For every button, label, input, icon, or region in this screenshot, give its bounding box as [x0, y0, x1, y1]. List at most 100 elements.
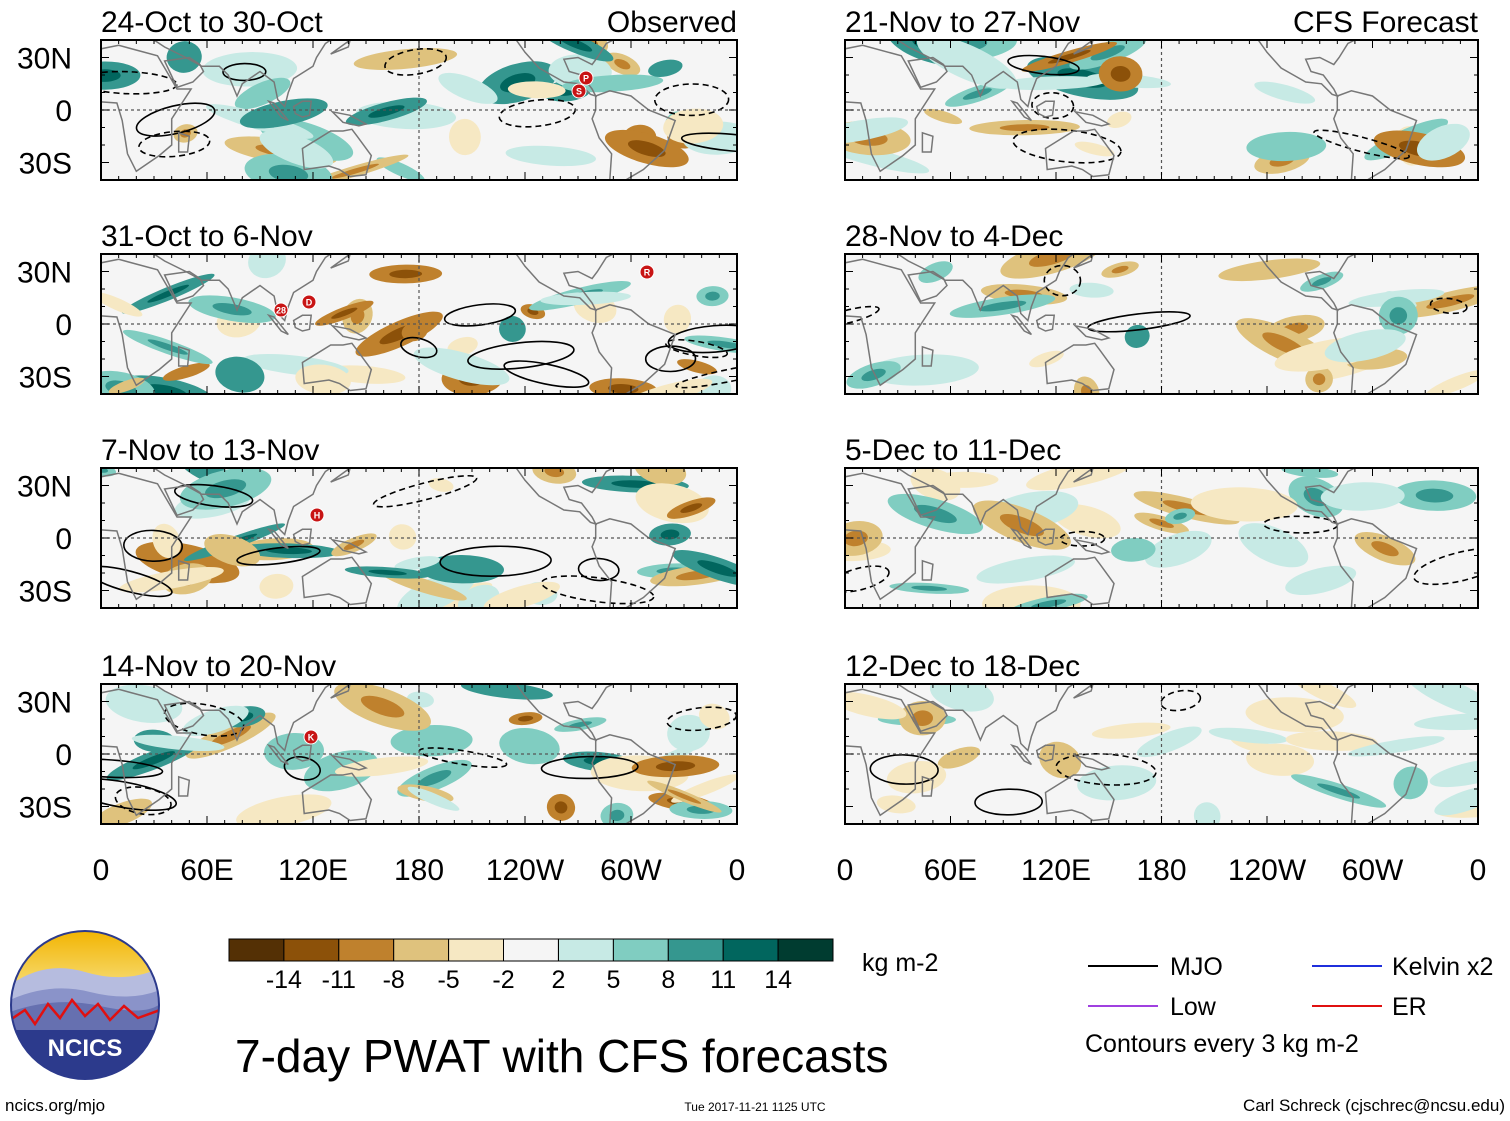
coastline: [1073, 754, 1111, 771]
coastline: [921, 559, 934, 581]
mjo-contour-positive: [540, 755, 639, 780]
coastline: [330, 40, 351, 55]
y-tick-label: 30S: [19, 148, 72, 181]
coastline: [101, 258, 193, 387]
anomaly-core: [557, 40, 593, 52]
storm-marker: 28: [273, 302, 289, 318]
colorbar-swatch: [338, 938, 395, 962]
coastline: [163, 484, 205, 517]
y-tick-label: 30N: [17, 471, 72, 504]
coastline: [1257, 684, 1356, 742]
coastline: [330, 468, 351, 483]
mjo-contour-positive: [577, 557, 620, 582]
storm-label: R: [644, 268, 651, 278]
anomaly-core: [389, 269, 423, 279]
coastline: [1035, 744, 1056, 762]
anomaly-blob: [1416, 123, 1470, 161]
mjo-contour-negative: [1429, 297, 1468, 315]
coastline: [1257, 254, 1356, 312]
anomaly-core: [1371, 541, 1399, 557]
anomaly-core: [680, 503, 703, 513]
anomaly-core: [204, 479, 247, 499]
anomaly-blob: [507, 81, 566, 99]
coastline: [101, 684, 333, 752]
anomaly-blob: [460, 684, 553, 700]
anomaly-blob: [236, 794, 332, 824]
anomaly-core: [368, 105, 405, 118]
mjo-contour-negative: [1413, 547, 1478, 586]
x-tick-label: 0: [1470, 854, 1487, 887]
y-tick-label: 0: [55, 739, 72, 772]
coastline: [101, 254, 333, 322]
colorbar-swatch: [612, 938, 669, 962]
panel-period-label: 24-Oct to 30-Oct: [101, 6, 323, 39]
coastline: [591, 90, 677, 180]
coastline: [266, 313, 289, 336]
mjo-contour-positive: [236, 545, 321, 566]
coastline: [330, 684, 351, 699]
anomaly-blob: [394, 556, 441, 571]
mjo-contour-positive: [174, 483, 254, 508]
coastline: [921, 345, 934, 367]
coastline: [845, 684, 1075, 752]
anomaly-blob: [1429, 758, 1478, 788]
mjo-contour-negative: [101, 70, 178, 95]
footer-url: ncics.org/mjo: [5, 1096, 105, 1115]
colorbar-label: -11: [322, 966, 356, 994]
anomaly-core: [1389, 307, 1408, 325]
coastline: [1073, 684, 1094, 699]
anomaly-blob: [101, 798, 153, 824]
anomaly-core: [147, 284, 190, 303]
anomaly-blob: [448, 118, 481, 156]
y-tick-label: 30N: [17, 257, 72, 290]
y-tick-label: 30N: [17, 687, 72, 720]
coastline: [1073, 468, 1094, 483]
anomaly-blob: [162, 362, 210, 381]
colorbar-swatch: [777, 938, 834, 962]
legend-mjo-label: MJO: [1170, 953, 1223, 981]
coastline: [921, 131, 934, 153]
anomaly-core: [1426, 294, 1475, 309]
anomaly-blob: [1285, 565, 1357, 596]
anomaly-core: [1090, 45, 1125, 61]
anomaly-blob: [976, 555, 1075, 584]
anomaly-blob: [413, 347, 510, 386]
anomaly-core: [1415, 488, 1454, 503]
coastline: [101, 40, 333, 108]
mjo-contour-positive: [283, 756, 321, 781]
coastline: [1073, 40, 1094, 55]
mjo-contour-positive: [443, 303, 517, 327]
storm-label: D: [306, 298, 313, 308]
footer-author: Carl Schreck (cjschrec@ncsu.edu): [1243, 1096, 1505, 1115]
mjo-contour-positive: [467, 340, 575, 370]
colorbar-label: 8: [661, 966, 675, 994]
anomaly-blob: [1254, 81, 1316, 104]
anomaly-field: [101, 468, 737, 608]
anomaly-blob: [204, 534, 261, 567]
anomaly-blob: [667, 714, 710, 752]
coastline: [1332, 304, 1418, 394]
colorbar-swatch: [448, 938, 505, 962]
anomaly-blob: [1074, 141, 1115, 157]
anomaly-blob: [1238, 523, 1309, 568]
storm-label: S: [576, 87, 582, 97]
coastline: [1044, 128, 1115, 178]
anomaly-core: [265, 547, 312, 555]
mjo-contour-negative: [372, 474, 478, 508]
anomaly-blob: [916, 40, 1017, 89]
anomaly-blob: [924, 108, 963, 125]
anomaly-blob: [1106, 111, 1132, 129]
panel-period-label: 12-Dec to 18-Dec: [845, 650, 1080, 683]
anomaly-core: [697, 560, 737, 577]
coastline: [845, 40, 1075, 108]
coastline: [845, 688, 937, 817]
anomaly-core: [331, 307, 358, 319]
mjo-contour-negative: [654, 83, 730, 117]
coastline: [292, 314, 313, 332]
anomaly-field: [845, 40, 1470, 180]
colorbar-label: -14: [266, 966, 302, 994]
anomaly-core: [144, 384, 188, 394]
coastline: [515, 468, 614, 526]
anomaly-blob: [215, 356, 265, 393]
map-panel: 30N 0 30S 24-Oct to 30-Oct Observed PS: [17, 6, 738, 181]
